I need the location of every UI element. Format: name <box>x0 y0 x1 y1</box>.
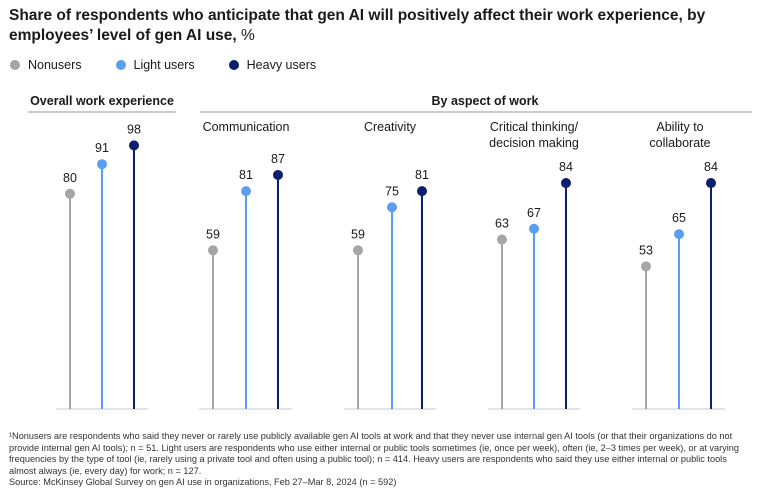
lollipop-dot <box>561 178 571 189</box>
chart-svg: Overall work experience By aspect of work… <box>28 94 752 410</box>
data-label: 84 <box>704 160 718 174</box>
data-label: 84 <box>559 160 573 174</box>
lollipop-dot <box>273 169 283 180</box>
lollipop-dot <box>208 245 218 256</box>
legend-swatch-light-users <box>115 60 126 70</box>
legend: Nonusers Light users Heavy users <box>10 58 350 72</box>
data-label: 75 <box>385 184 399 198</box>
data-label: 87 <box>271 152 285 166</box>
legend-item-heavy-users: Heavy users <box>228 58 317 72</box>
panel-label: Communication <box>203 120 290 134</box>
data-label: 91 <box>95 141 109 155</box>
lollipop-dot <box>353 245 363 256</box>
panel-label: Creativity <box>364 120 417 134</box>
data-label: 53 <box>639 243 653 257</box>
lollipop-dot <box>529 223 539 234</box>
data-label: 80 <box>63 171 77 185</box>
lollipop-dot <box>97 159 107 170</box>
footnote-text: ¹Nonusers are respondents who said they … <box>9 431 740 476</box>
legend-label-heavy-users: Heavy users <box>246 58 317 72</box>
data-label: 98 <box>127 122 141 136</box>
lollipop-dot <box>706 178 716 189</box>
legend-item-light-users: Light users <box>115 58 195 72</box>
data-label: 65 <box>672 211 686 225</box>
legend-label-nonusers: Nonusers <box>28 58 82 72</box>
data-label: 59 <box>351 227 365 241</box>
group-header-by-aspect: By aspect of work <box>432 94 539 108</box>
lollipop-dot <box>241 186 251 197</box>
group-header-overall: Overall work experience <box>30 94 174 108</box>
legend-swatch-nonusers <box>10 60 20 70</box>
data-label: 67 <box>527 206 541 220</box>
source-text: Source: McKinsey Global Survey on gen AI… <box>9 477 397 487</box>
lollipop-dot <box>497 234 507 245</box>
legend-label-light-users: Light users <box>133 58 195 72</box>
data-label: 63 <box>495 217 509 231</box>
chart-title-unit: % <box>241 27 255 44</box>
lollipop-dot <box>674 229 684 240</box>
lollipop-dot <box>387 202 397 213</box>
panel-label: Critical thinking/ <box>490 120 579 134</box>
data-label: 81 <box>239 168 253 182</box>
panel-label: collaborate <box>649 136 710 150</box>
legend-item-nonusers: Nonusers <box>10 58 82 72</box>
panel-label: decision making <box>489 136 579 150</box>
lollipop-dot <box>641 261 651 272</box>
footnote: ¹Nonusers are respondents who said they … <box>9 431 754 489</box>
panel-label: Ability to <box>656 120 703 134</box>
legend-swatch-heavy-users <box>228 60 239 70</box>
data-label: 81 <box>415 168 429 182</box>
data-label: 59 <box>206 227 220 241</box>
chart-title-text: Share of respondents who anticipate that… <box>9 7 706 44</box>
lollipop-dot <box>417 186 427 197</box>
lollipop-dot <box>129 140 139 151</box>
lollipop-dot <box>65 188 75 199</box>
chart-title: Share of respondents who anticipate that… <box>9 6 749 46</box>
